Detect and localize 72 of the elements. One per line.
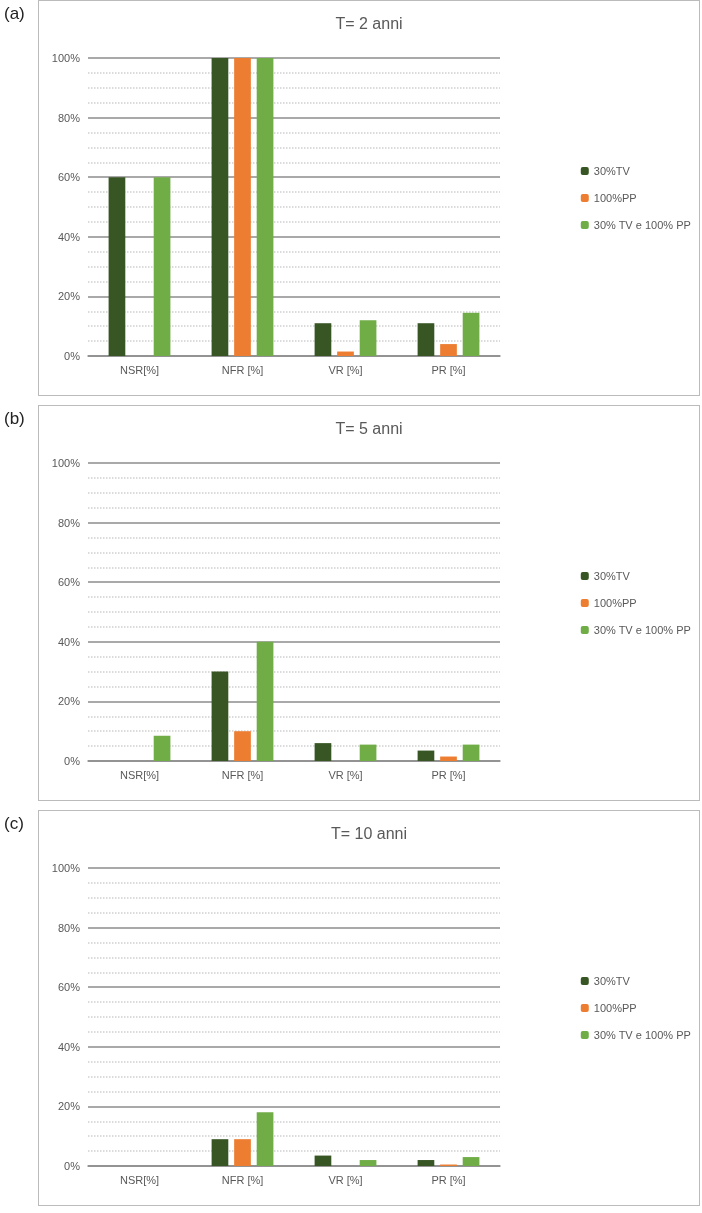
chart-title: T= 5 anni — [335, 419, 403, 437]
x-tick-label: VR [%] — [328, 363, 363, 376]
y-tick-label: 40% — [57, 635, 81, 648]
legend-label: 30%TV — [593, 975, 631, 987]
bar — [440, 344, 457, 356]
bar — [234, 731, 251, 761]
text: (c) — [4, 814, 24, 834]
text: (a) — [4, 4, 25, 24]
bar — [359, 320, 377, 356]
bar — [153, 735, 171, 761]
y-tick-label: 20% — [57, 1100, 81, 1113]
x-tick-label: PR [%] — [431, 363, 466, 376]
bar — [211, 58, 229, 356]
x-tick-label: VR [%] — [328, 768, 363, 781]
y-tick-label: 80% — [57, 921, 81, 934]
bar — [440, 756, 457, 761]
bar — [462, 1157, 480, 1166]
bar — [462, 744, 480, 761]
y-tick-label: 100% — [51, 457, 81, 469]
bar — [462, 312, 480, 356]
y-tick-label: 60% — [57, 981, 81, 994]
x-tick-label: PR [%] — [431, 1173, 466, 1186]
y-tick-label: 80% — [57, 516, 81, 529]
bar — [314, 743, 332, 761]
bar — [256, 1112, 274, 1166]
legend-label: 100%PP — [593, 1002, 637, 1014]
x-tick-label: NFR [%] — [221, 768, 264, 781]
bar — [359, 1160, 377, 1166]
bar — [153, 177, 171, 356]
legend-label: 30% TV e 100% PP — [593, 219, 691, 231]
y-tick-label: 0% — [64, 755, 81, 767]
y-tick-label: 60% — [57, 171, 81, 184]
y-tick-label: 0% — [64, 350, 81, 362]
bar — [314, 323, 332, 356]
x-tick-label: NSR[%] — [119, 363, 160, 376]
bar — [234, 58, 251, 356]
y-tick-label: 60% — [57, 576, 81, 589]
chart-title: T= 10 anni — [330, 824, 408, 842]
y-tick-label: 80% — [57, 111, 81, 124]
y-tick-label: 0% — [64, 1160, 81, 1172]
y-tick-label: 40% — [57, 1040, 81, 1053]
y-tick-label: 40% — [57, 230, 81, 243]
x-tick-label: NFR [%] — [221, 1173, 264, 1186]
legend-label: 30% TV e 100% PP — [593, 1029, 691, 1041]
x-tick-label: PR [%] — [431, 768, 466, 781]
bar — [256, 641, 274, 761]
x-tick-label: VR [%] — [328, 1173, 363, 1186]
bar — [211, 671, 229, 761]
bar — [417, 750, 435, 761]
y-tick-label: 100% — [51, 862, 81, 874]
bar — [256, 58, 274, 356]
bar — [337, 351, 354, 356]
text: (b) — [4, 409, 25, 429]
legend-label: 30% TV e 100% PP — [593, 624, 691, 636]
chart-title: T= 2 anni — [335, 14, 403, 32]
bar — [417, 1160, 435, 1166]
x-tick-label: NSR[%] — [119, 1173, 160, 1186]
x-tick-label: NSR[%] — [119, 768, 160, 781]
x-tick-label: NFR [%] — [221, 363, 264, 376]
bar — [108, 177, 126, 356]
bar — [314, 1155, 332, 1166]
bar — [359, 744, 377, 761]
y-tick-label: 100% — [51, 52, 81, 64]
y-tick-label: 20% — [57, 290, 81, 303]
y-tick-label: 20% — [57, 695, 81, 708]
bar — [211, 1139, 229, 1166]
legend-label: 30%TV — [593, 570, 631, 582]
legend-label: 30%TV — [593, 165, 631, 177]
legend-label: 100%PP — [593, 192, 637, 204]
bar — [234, 1139, 251, 1166]
legend-label: 100%PP — [593, 597, 637, 609]
bar — [417, 323, 435, 356]
